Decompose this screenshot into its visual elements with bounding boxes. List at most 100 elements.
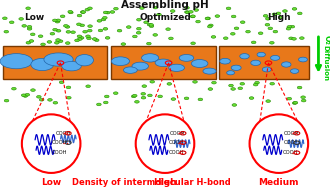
Circle shape: [194, 9, 199, 11]
Circle shape: [215, 15, 220, 17]
Text: Low: Low: [41, 178, 61, 187]
Circle shape: [144, 21, 148, 24]
Circle shape: [188, 11, 193, 13]
Text: Low: Low: [24, 13, 45, 22]
Circle shape: [149, 25, 154, 28]
Circle shape: [266, 100, 271, 102]
Circle shape: [157, 13, 161, 16]
Ellipse shape: [220, 58, 230, 64]
Circle shape: [234, 27, 239, 30]
Circle shape: [53, 101, 58, 104]
Circle shape: [94, 39, 99, 42]
Circle shape: [287, 26, 292, 28]
Circle shape: [297, 86, 302, 89]
Ellipse shape: [44, 53, 73, 66]
Circle shape: [205, 17, 210, 20]
Circle shape: [9, 21, 14, 24]
Text: High: High: [153, 178, 177, 187]
Circle shape: [98, 29, 103, 32]
Ellipse shape: [155, 59, 172, 67]
Circle shape: [71, 31, 75, 33]
Circle shape: [85, 8, 90, 11]
Circle shape: [48, 98, 52, 101]
Ellipse shape: [0, 54, 33, 69]
Circle shape: [208, 25, 212, 28]
Circle shape: [29, 40, 34, 42]
Circle shape: [251, 41, 256, 44]
Text: Density of intermolecular H-bond: Density of intermolecular H-bond: [72, 178, 231, 187]
Circle shape: [27, 26, 32, 28]
Ellipse shape: [227, 71, 235, 75]
Circle shape: [300, 37, 304, 40]
Circle shape: [31, 89, 35, 91]
Circle shape: [149, 23, 153, 26]
Circle shape: [114, 7, 118, 10]
Circle shape: [158, 95, 162, 98]
Circle shape: [191, 15, 195, 18]
Circle shape: [97, 103, 101, 106]
Circle shape: [22, 25, 26, 27]
Ellipse shape: [22, 114, 81, 173]
Circle shape: [211, 36, 216, 38]
Circle shape: [77, 14, 82, 17]
Circle shape: [105, 95, 109, 98]
Circle shape: [286, 27, 291, 30]
Circle shape: [289, 37, 293, 40]
Ellipse shape: [240, 54, 249, 59]
Circle shape: [56, 39, 60, 41]
Circle shape: [110, 11, 115, 13]
Circle shape: [137, 18, 141, 21]
Ellipse shape: [299, 57, 308, 62]
Circle shape: [53, 28, 57, 31]
Circle shape: [50, 32, 55, 35]
Ellipse shape: [290, 69, 299, 73]
Circle shape: [240, 82, 245, 85]
Text: High: High: [267, 13, 291, 22]
Circle shape: [55, 20, 60, 23]
Circle shape: [292, 8, 297, 10]
Circle shape: [54, 41, 59, 44]
Text: COOH: COOH: [283, 131, 299, 136]
Circle shape: [238, 87, 243, 90]
Circle shape: [67, 96, 71, 99]
Circle shape: [223, 37, 228, 40]
Text: COOH⁻: COOH⁻: [168, 150, 187, 155]
Circle shape: [12, 87, 16, 90]
Circle shape: [83, 30, 87, 33]
Circle shape: [258, 32, 263, 35]
Ellipse shape: [251, 60, 260, 66]
Ellipse shape: [31, 58, 54, 71]
Circle shape: [141, 92, 146, 95]
Text: COOH: COOH: [282, 150, 298, 155]
Ellipse shape: [179, 54, 194, 61]
Circle shape: [117, 29, 122, 32]
Bar: [3, 46, 107, 79]
Circle shape: [56, 19, 60, 22]
Circle shape: [268, 27, 273, 30]
Circle shape: [270, 41, 274, 44]
Circle shape: [131, 95, 136, 98]
Circle shape: [52, 19, 57, 22]
Circle shape: [196, 20, 200, 23]
Circle shape: [87, 29, 92, 32]
Text: O₂: O₂: [323, 35, 330, 45]
Circle shape: [66, 31, 71, 33]
Circle shape: [287, 97, 292, 100]
Circle shape: [41, 43, 45, 46]
Circle shape: [3, 17, 7, 20]
Ellipse shape: [281, 62, 291, 67]
Circle shape: [77, 35, 82, 38]
Circle shape: [212, 81, 216, 84]
Circle shape: [301, 96, 306, 98]
Circle shape: [121, 43, 126, 45]
Circle shape: [114, 92, 118, 94]
Circle shape: [126, 26, 131, 28]
Ellipse shape: [62, 61, 81, 71]
Circle shape: [272, 13, 277, 16]
Circle shape: [69, 11, 73, 14]
Circle shape: [141, 96, 146, 99]
Circle shape: [78, 38, 82, 40]
Circle shape: [278, 16, 283, 19]
Ellipse shape: [271, 55, 280, 60]
Circle shape: [292, 38, 296, 40]
